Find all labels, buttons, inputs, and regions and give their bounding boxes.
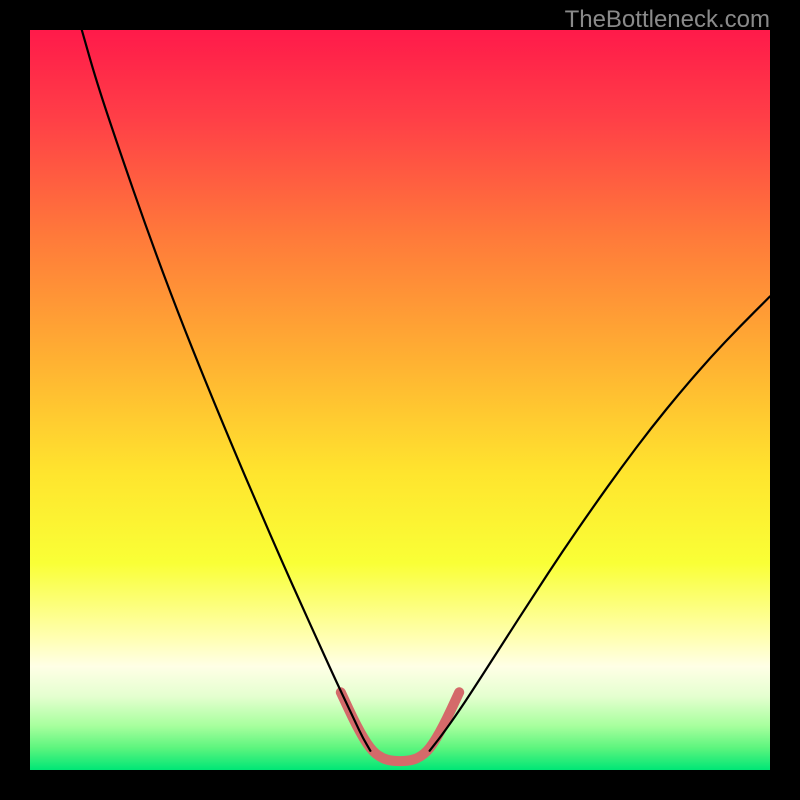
- chart-gradient-bg: [30, 30, 770, 770]
- watermark-text: TheBottleneck.com: [565, 6, 770, 34]
- chart-plot-area: [30, 30, 770, 770]
